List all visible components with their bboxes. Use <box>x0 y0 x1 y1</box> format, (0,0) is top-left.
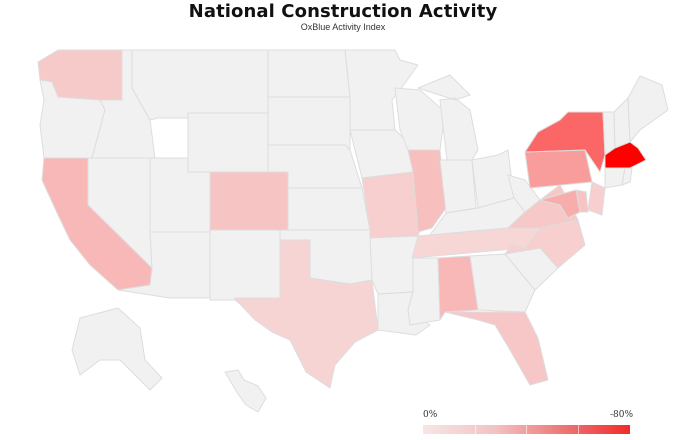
state-ga[interactable] <box>469 253 536 313</box>
state-wv[interactable] <box>507 174 541 213</box>
legend-tick <box>475 425 476 434</box>
state-al[interactable] <box>437 255 479 321</box>
state-nm[interactable] <box>209 229 281 301</box>
state-wy[interactable] <box>187 112 269 173</box>
legend-tick <box>578 425 579 434</box>
state-oh[interactable] <box>471 149 515 209</box>
state-vt[interactable] <box>602 111 616 156</box>
state-ks[interactable] <box>287 187 371 231</box>
state-hi[interactable] <box>224 369 267 413</box>
state-co[interactable] <box>209 171 289 231</box>
state-in[interactable] <box>439 159 477 214</box>
state-sd[interactable] <box>267 96 351 151</box>
state-ri[interactable] <box>621 167 633 186</box>
state-ak[interactable] <box>71 307 163 391</box>
color-legend: 0% -80% <box>423 410 633 436</box>
state-ms[interactable] <box>407 257 441 326</box>
state-me[interactable] <box>627 75 669 143</box>
state-il[interactable] <box>407 149 447 233</box>
state-md[interactable] <box>539 189 581 219</box>
state-ar[interactable] <box>369 235 419 295</box>
state-fl[interactable] <box>444 311 549 386</box>
page-title: National Construction Activity <box>188 1 498 22</box>
state-nd[interactable] <box>267 49 351 98</box>
state-pa[interactable] <box>524 149 593 189</box>
state-nh[interactable] <box>613 97 631 149</box>
state-nj[interactable] <box>587 181 606 216</box>
state-mt[interactable] <box>131 49 269 121</box>
legend-max-label: -80% <box>609 410 633 420</box>
state-tx[interactable] <box>234 239 379 389</box>
title-bar: National Construction Activity OxBlue Ac… <box>140 0 546 32</box>
page-subtitle: OxBlue Activity Index <box>300 22 386 32</box>
legend-tick <box>526 425 527 434</box>
legend-min-label: 0% <box>423 410 438 420</box>
